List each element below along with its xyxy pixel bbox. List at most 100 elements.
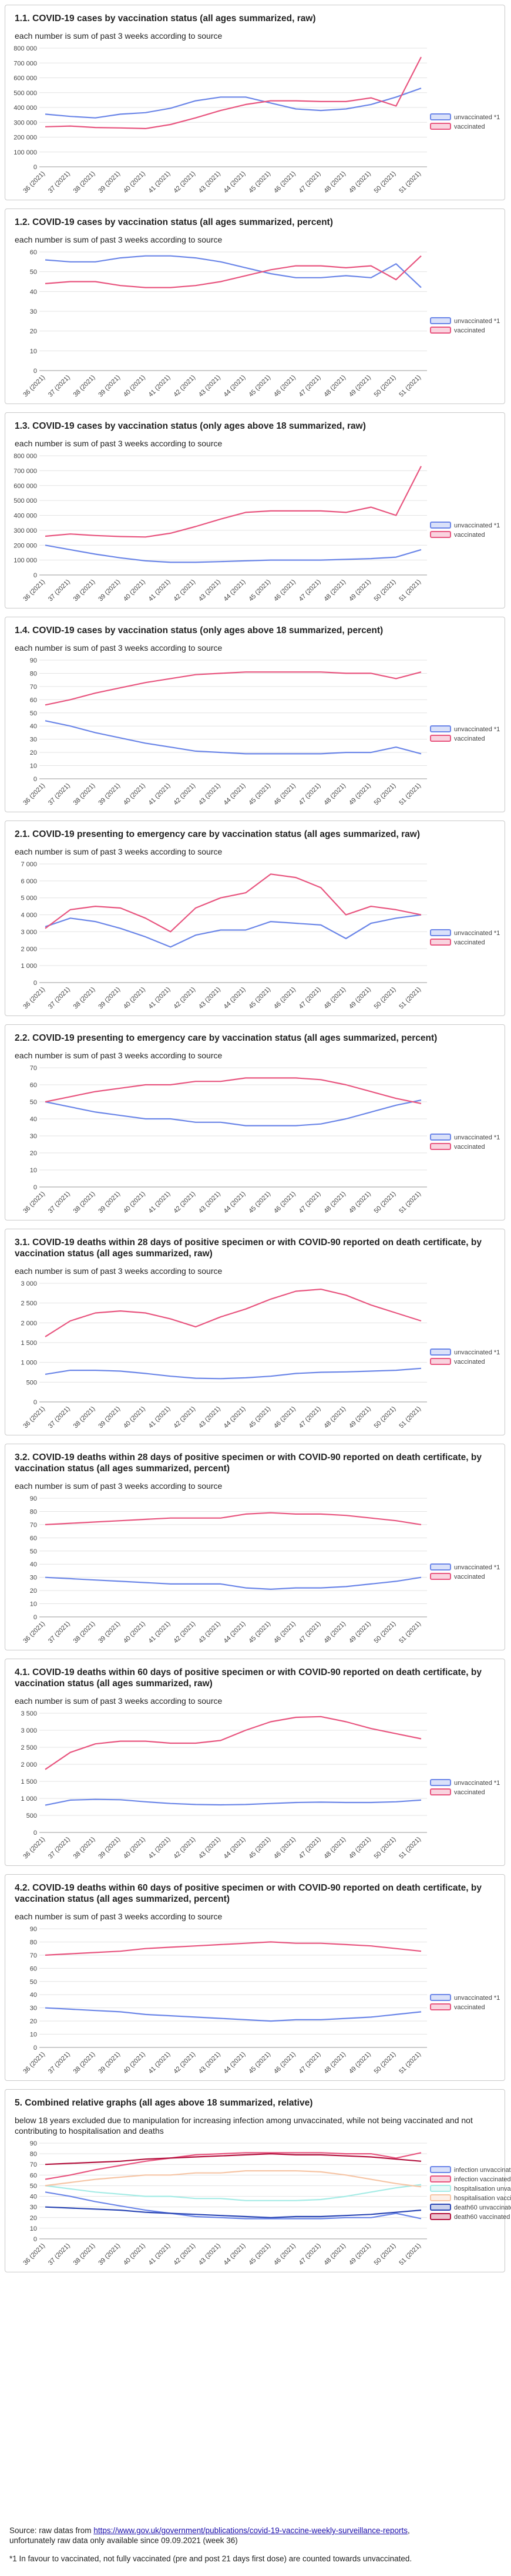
x-tick-label: 42 (2021) — [172, 782, 197, 807]
x-tick-label: 40 (2021) — [122, 579, 147, 603]
chart-title: 4.1. COVID-19 deaths within 60 days of p… — [15, 1667, 482, 1689]
x-tick-label: 37 (2021) — [47, 1405, 72, 1430]
x-tick-label: 36 (2021) — [22, 1191, 46, 1215]
chart-title: 5. Combined relative graphs (all ages ab… — [15, 2098, 313, 2108]
x-tick-label: 49 (2021) — [348, 579, 372, 603]
x-tick-label: 42 (2021) — [172, 1620, 197, 1645]
y-tick-label: 50 — [30, 710, 37, 717]
x-tick-label: 42 (2021) — [172, 374, 197, 399]
y-tick-label: 70 — [30, 1522, 37, 1529]
y-tick-label: 10 — [30, 2225, 37, 2232]
y-tick-label: 30 — [30, 2204, 37, 2211]
x-tick-label: 45 (2021) — [247, 2242, 272, 2267]
y-tick-label: 500 — [26, 1379, 37, 1386]
x-tick-label: 50 (2021) — [373, 1191, 398, 1215]
y-tick-label: 60 — [30, 1535, 37, 1542]
x-tick-label: 44 (2021) — [223, 1405, 247, 1430]
y-tick-label: 70 — [30, 2161, 37, 2168]
y-tick-label: 0 — [33, 776, 37, 783]
x-tick-label: 45 (2021) — [247, 1405, 272, 1430]
y-tick-label: 60 — [30, 1082, 37, 1089]
legend-swatch — [430, 1134, 451, 1141]
x-tick-label: 50 (2021) — [373, 1620, 398, 1645]
legend-label: vaccinated — [454, 532, 485, 539]
chart-panel: 5. Combined relative graphs (all ages ab… — [5, 2089, 511, 2272]
source-link[interactable]: https://www.gov.uk/government/publicatio… — [93, 2526, 408, 2535]
x-tick-label: 49 (2021) — [348, 1620, 372, 1645]
x-tick-label: 51 (2021) — [398, 170, 422, 195]
x-tick-label: 39 (2021) — [97, 1405, 122, 1430]
legend-swatch — [430, 2003, 451, 2010]
x-tick-label: 36 (2021) — [22, 1836, 46, 1861]
legend-swatch — [430, 2175, 451, 2182]
x-tick-label: 39 (2021) — [97, 170, 122, 195]
legend-swatch — [430, 531, 451, 538]
x-tick-label: 50 (2021) — [373, 374, 398, 399]
chart-panel: 3.2. COVID-19 deaths within 28 days of p… — [5, 1444, 505, 1650]
y-tick-label: 30 — [30, 308, 37, 315]
legend-label: unvaccinated *1 — [454, 522, 500, 529]
y-tick-label: 50 — [30, 269, 37, 276]
x-tick-label: 43 (2021) — [197, 1191, 222, 1215]
y-tick-label: 60 — [30, 697, 37, 704]
legend-label: vaccinated — [454, 1144, 485, 1151]
line-chart: 0 500 1 000 1 500 2 000 2 500 3 000 36 (2021) 37… — [21, 1280, 500, 1430]
x-tick-label: 42 (2021) — [172, 986, 197, 1011]
y-tick-label: 1 000 — [21, 1795, 37, 1802]
legend-swatch — [430, 735, 451, 742]
x-tick-label: 38 (2021) — [72, 1405, 97, 1430]
x-tick-label: 44 (2021) — [223, 170, 247, 195]
series-line — [45, 255, 422, 288]
y-tick-label: 60 — [30, 2172, 37, 2179]
x-tick-label: 41 (2021) — [147, 782, 172, 807]
series-line — [45, 56, 422, 129]
line-chart: 0 100 000 200 000 300 000 400 000 500 000 600 … — [14, 45, 500, 195]
x-tick-label: 41 (2021) — [147, 1836, 172, 1861]
series-line — [45, 1288, 422, 1337]
x-tick-label: 50 (2021) — [373, 2242, 398, 2267]
x-tick-label: 50 (2021) — [373, 1836, 398, 1861]
series-line — [45, 2007, 422, 2022]
x-tick-label: 46 (2021) — [273, 374, 297, 399]
legend-label: hospitalisation vaccinated — [454, 2195, 511, 2202]
x-tick-label: 50 (2021) — [373, 579, 398, 603]
x-tick-label: 41 (2021) — [147, 1405, 172, 1430]
x-tick-label: 49 (2021) — [348, 170, 372, 195]
y-tick-label: 20 — [30, 1588, 37, 1595]
x-tick-label: 41 (2021) — [147, 170, 172, 195]
x-tick-label: 43 (2021) — [197, 1620, 222, 1645]
x-tick-label: 37 (2021) — [47, 170, 72, 195]
legend-label: unvaccinated *1 — [454, 726, 500, 733]
chart-subtitle: each number is sum of past 3 weeks accor… — [15, 847, 223, 856]
y-tick-label: 3 500 — [21, 1710, 37, 1717]
chart-panel: 2.2. COVID-19 presenting to emergency ca… — [5, 1024, 505, 1220]
line-chart: 0 10 20 30 40 50 60 36 (2021) 37 (2021) 38 (2021)… — [22, 249, 500, 399]
y-tick-label: 80 — [30, 2151, 37, 2158]
legend-swatch — [430, 123, 451, 130]
chart-panel: 1.1. COVID-19 cases by vaccination statu… — [5, 5, 505, 200]
x-tick-label: 43 (2021) — [197, 986, 222, 1011]
y-tick-label: 300 000 — [14, 119, 37, 126]
series-line — [45, 1077, 422, 1104]
y-tick-label: 20 — [30, 749, 37, 756]
x-tick-label: 43 (2021) — [197, 1836, 222, 1861]
y-tick-label: 600 000 — [14, 75, 37, 82]
legend-label: vaccinated — [454, 1789, 485, 1796]
x-tick-label: 41 (2021) — [147, 1620, 172, 1645]
x-tick-label: 45 (2021) — [247, 1191, 272, 1215]
x-tick-label: 48 (2021) — [322, 1620, 347, 1645]
series-line — [45, 873, 422, 933]
x-tick-label: 50 (2021) — [373, 986, 398, 1011]
x-tick-label: 47 (2021) — [298, 579, 322, 603]
x-tick-label: 37 (2021) — [47, 1620, 72, 1645]
x-tick-label: 51 (2021) — [398, 579, 422, 603]
x-tick-label: 45 (2021) — [247, 579, 272, 603]
chart-panel: 2.1. COVID-19 presenting to emergency ca… — [5, 820, 505, 1016]
x-tick-label: 51 (2021) — [398, 2242, 422, 2267]
x-tick-label: 48 (2021) — [322, 170, 347, 195]
footnote: *1 In favour to vaccinated, not fully va… — [9, 2554, 503, 2564]
legend-swatch — [430, 2185, 451, 2192]
x-tick-label: 36 (2021) — [22, 579, 46, 603]
legend-swatch — [430, 929, 451, 936]
legend-swatch — [430, 522, 451, 529]
